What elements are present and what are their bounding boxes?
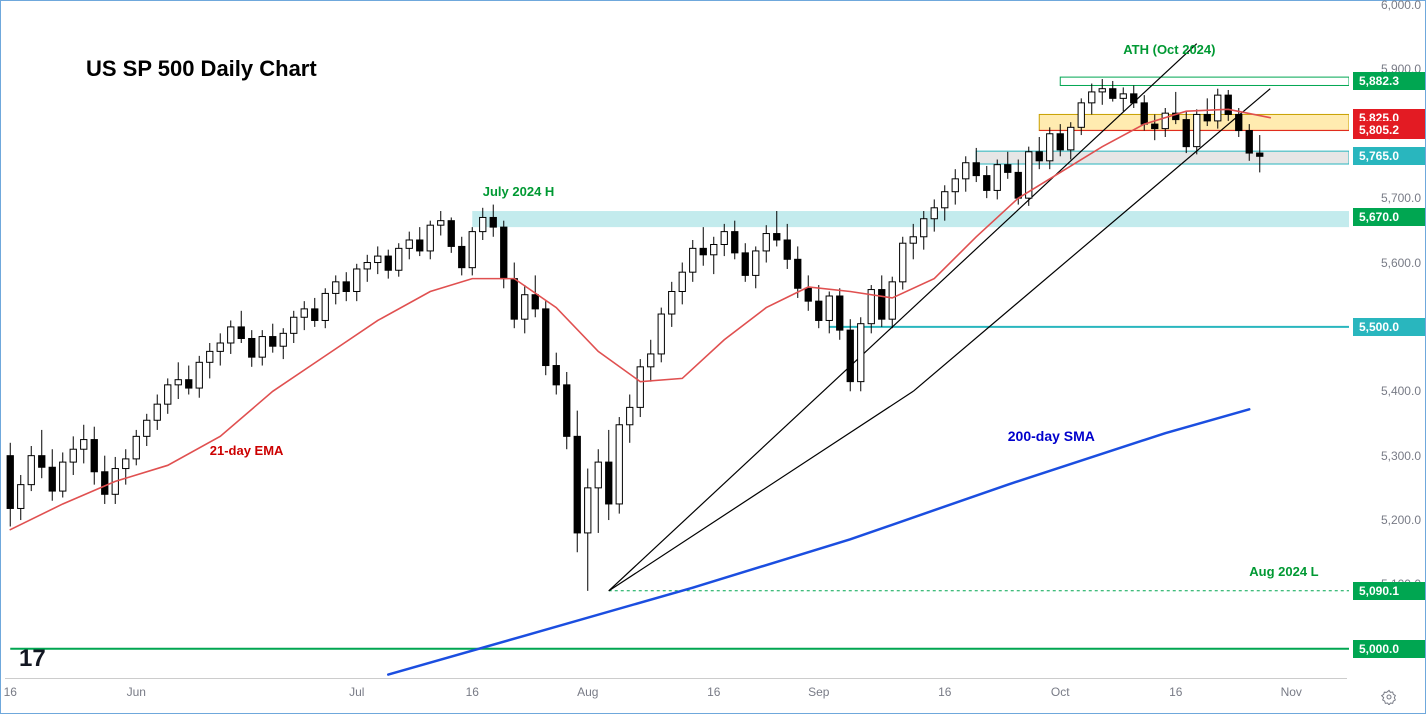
y-tick: 5,700.0 [1381, 191, 1421, 205]
annotation-label: 21-day EMA [210, 443, 284, 458]
x-tick: Jul [349, 685, 364, 699]
annotation-label: 200-day SMA [1008, 428, 1095, 444]
y-axis: 6,000.05,900.05,800.05,700.05,600.05,500… [1347, 1, 1425, 679]
x-tick: 16 [707, 685, 720, 699]
settings-icon[interactable] [1381, 689, 1397, 705]
x-tick: 16 [4, 685, 17, 699]
price-tag: 5,500.0 [1353, 318, 1425, 336]
x-tick: Aug [577, 685, 598, 699]
y-tick: 6,000.0 [1381, 0, 1421, 12]
y-tick: 5,300.0 [1381, 449, 1421, 463]
y-tick: 5,600.0 [1381, 256, 1421, 270]
chart-title: US SP 500 Daily Chart [86, 56, 317, 82]
x-tick: Oct [1051, 685, 1070, 699]
tradingview-logo: 17 [19, 645, 42, 673]
y-tick: 5,400.0 [1381, 384, 1421, 398]
x-tick: Nov [1281, 685, 1302, 699]
price-tag: 5,000.0 [1353, 640, 1425, 658]
plot-area[interactable] [5, 5, 1347, 679]
y-tick: 5,200.0 [1381, 513, 1421, 527]
annotation-label: July 2024 H [483, 184, 555, 199]
price-tag: 5,765.0 [1353, 147, 1425, 165]
x-tick: 16 [466, 685, 479, 699]
price-tag: 5,670.0 [1353, 208, 1425, 226]
chart-svg [5, 5, 1349, 681]
chart-container: US SP 500 Daily Chart July 2024 H 21-day … [0, 0, 1426, 714]
price-tag: 5,090.1 [1353, 582, 1425, 600]
x-tick: Sep [808, 685, 829, 699]
x-tick: 16 [938, 685, 951, 699]
x-tick: Jun [127, 685, 146, 699]
annotation-label: ATH (Oct 2024) [1123, 42, 1215, 57]
x-tick: 16 [1169, 685, 1182, 699]
price-tag: 5,805.2 [1353, 121, 1425, 139]
x-axis: 16 Jun Jul 16 Aug 16 Sep 16 Oct 16 Nov [5, 678, 1347, 713]
price-tag: 5,882.3 [1353, 72, 1425, 90]
annotation-label: Aug 2024 L [1249, 564, 1318, 579]
